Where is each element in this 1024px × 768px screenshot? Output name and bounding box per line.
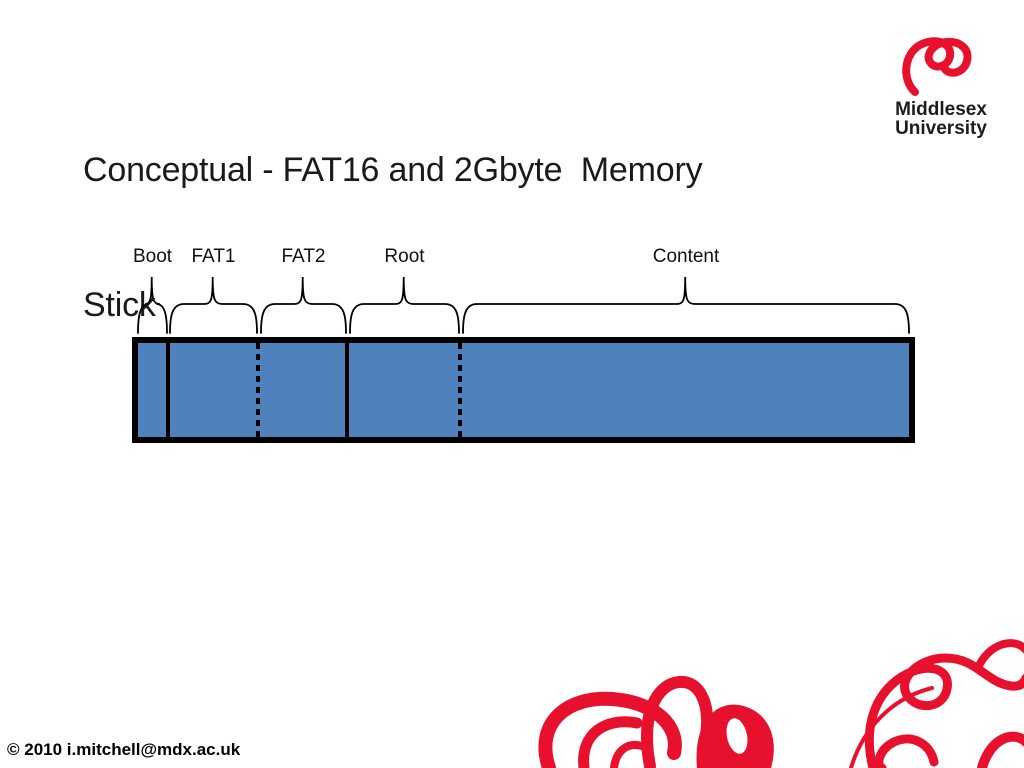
divider-dashed xyxy=(256,343,260,437)
divider-solid xyxy=(345,343,349,437)
logo-text-line2: University xyxy=(895,118,987,139)
decorative-swirl-path xyxy=(538,691,682,768)
slide-title-line2: Stick xyxy=(83,286,156,324)
decorative-swirl-path xyxy=(578,716,643,768)
decorative-swirl-cutout xyxy=(726,718,748,754)
decorative-swirl-path xyxy=(641,675,714,768)
footer-copyright: © 2010 i.mitchell@mdx.ac.uk xyxy=(7,740,241,759)
decorative-swirl-path xyxy=(874,734,939,768)
slide-title-line1: Conceptual - FAT16 and 2Gbyte Memory xyxy=(83,151,703,189)
memory-stick-bar xyxy=(132,337,915,443)
logo-text-line1: Middlesex xyxy=(895,99,987,120)
divider-solid xyxy=(166,343,170,437)
middlesex-logo-icon xyxy=(902,37,972,96)
decorative-swirl-path xyxy=(610,741,646,768)
logo-swirl-path xyxy=(902,37,972,96)
decorative-swirl-path xyxy=(864,653,1024,768)
decorative-swirl-path xyxy=(977,731,1024,768)
divider-dashed xyxy=(458,343,462,437)
middlesex-logo-text: Middlesex University xyxy=(870,100,1012,138)
decorative-swirl-path xyxy=(974,639,1024,672)
decorative-swirl-path xyxy=(696,704,774,768)
decorative-swirl-path xyxy=(849,686,934,768)
